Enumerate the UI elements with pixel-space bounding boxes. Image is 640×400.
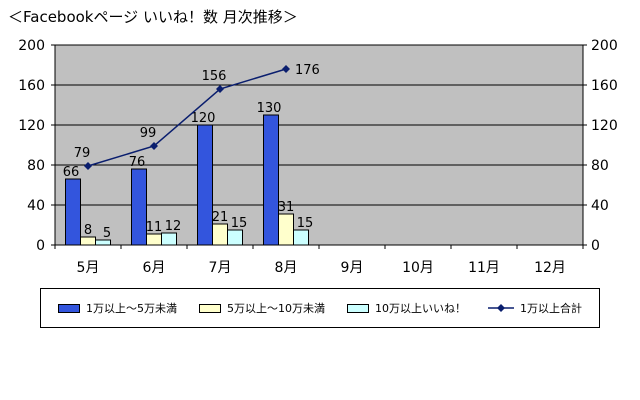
- y2-tick-label: 0: [591, 238, 600, 254]
- series-line: [87, 68, 287, 167]
- y-tick-label: 0: [36, 238, 45, 254]
- bar: [146, 233, 162, 246]
- bar: [131, 168, 147, 246]
- data-label: 12: [165, 219, 182, 234]
- legend-item: 1万以上～5万未満: [58, 300, 177, 316]
- bar: [65, 178, 81, 246]
- line-data-label: 176: [295, 63, 320, 78]
- data-label: 130: [257, 101, 282, 116]
- data-label: 11: [146, 220, 163, 235]
- data-label: 120: [191, 111, 216, 126]
- bar: [278, 213, 294, 246]
- legend-swatch: [347, 303, 369, 313]
- line-point: [216, 85, 224, 93]
- legend-item: 5万以上～10万未満: [199, 300, 325, 316]
- y2-tick-label: 160: [591, 78, 618, 94]
- data-label: 15: [231, 216, 248, 231]
- bar: [197, 124, 213, 246]
- legend-swatch: [199, 303, 221, 313]
- data-label: 76: [129, 155, 146, 170]
- line-data-label: 79: [74, 146, 91, 161]
- bar: [212, 223, 228, 246]
- data-label: 8: [84, 223, 92, 238]
- legend-label: 10万以上いいね！: [375, 302, 466, 315]
- legend: 1万以上～5万未満 5万以上～10万未満 10万以上いいね！ 1万以上合計: [40, 288, 600, 328]
- line-point: [84, 162, 92, 170]
- x-tick-label: 9月: [341, 260, 364, 276]
- data-label: 66: [63, 165, 80, 180]
- x-tick-label: 12月: [534, 260, 566, 276]
- legend-line-swatch: [488, 304, 514, 312]
- y-tick-label: 200: [18, 38, 45, 54]
- y2-tick-label: 80: [591, 158, 609, 174]
- bar: [95, 239, 111, 246]
- x-tick-label: 8月: [275, 260, 298, 276]
- bar: [227, 229, 243, 246]
- x-tick-label: 7月: [209, 260, 232, 276]
- y2-tick-label: 200: [591, 38, 618, 54]
- bar: [293, 229, 309, 246]
- y-tick-label: 80: [27, 158, 45, 174]
- x-tick-label: 10月: [402, 260, 434, 276]
- chart-title: ＜Facebookページ いいね！数 月次推移＞: [8, 8, 298, 26]
- chart: 0 0 40 40 80 80 120 120 160 160 200 200 5月 6月 7月 8月 9月 10…: [18, 38, 618, 276]
- data-label: 31: [278, 200, 295, 215]
- bar: [263, 114, 279, 246]
- x-tick-label: 11月: [468, 260, 500, 276]
- legend-label: 5万以上～10万未満: [227, 302, 325, 315]
- line-point: [282, 65, 290, 73]
- legend-label: 1万以上合計: [520, 302, 582, 315]
- legend-item: 1万以上合計: [488, 300, 582, 316]
- bar: [80, 236, 96, 246]
- y-tick-label: 160: [18, 78, 45, 94]
- y-tick-label: 40: [27, 198, 45, 214]
- line-data-label: 156: [202, 69, 227, 84]
- bar: [161, 232, 177, 246]
- x-tick-label: 6月: [143, 260, 166, 276]
- y-tick-label: 120: [18, 118, 45, 134]
- line-data-label: 99: [140, 126, 157, 141]
- y2-tick-label: 120: [591, 118, 618, 134]
- legend-swatch: [58, 303, 80, 313]
- line-point: [150, 142, 158, 150]
- x-tick-label: 5月: [77, 260, 100, 276]
- y2-tick-label: 40: [591, 198, 609, 214]
- legend-item: 10万以上いいね！: [347, 300, 466, 316]
- data-label: 5: [103, 226, 111, 241]
- data-label: 15: [297, 216, 314, 231]
- data-label: 21: [212, 210, 229, 225]
- legend-label: 1万以上～5万未満: [86, 302, 177, 315]
